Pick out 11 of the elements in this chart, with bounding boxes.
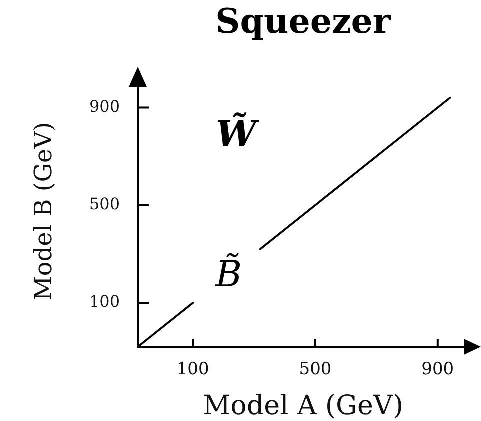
- annotation: W̃: [216, 112, 260, 156]
- x-axis-title: Model A (GeV): [202, 390, 404, 421]
- annotation: B̃: [214, 252, 242, 296]
- x-tick-label: 500: [299, 360, 332, 380]
- x-tick-label: 900: [422, 360, 454, 380]
- y-tick-label: 500: [89, 194, 120, 214]
- y-tick-label: 100: [89, 292, 120, 312]
- x-tick-label: 100: [176, 360, 210, 380]
- y-tick-label: 900: [89, 96, 120, 116]
- y-axis-title: Model B (GeV): [29, 122, 58, 301]
- chart-title: Squeezer: [216, 2, 392, 42]
